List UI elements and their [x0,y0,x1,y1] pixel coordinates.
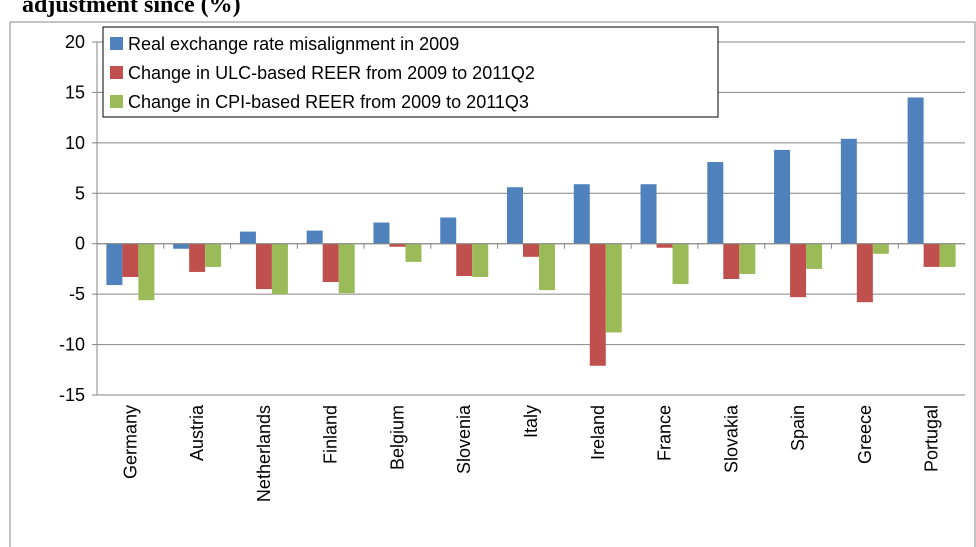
bar [790,243,807,298]
bar [138,243,155,301]
x-tick-label: Spain [788,405,808,451]
y-tick-label: 15 [65,82,85,102]
x-tick-label: Ireland [588,405,608,460]
bar [255,243,272,290]
bar [405,243,422,262]
y-tick-label: 10 [65,133,85,153]
bar [306,230,323,244]
legend-swatch [110,95,123,108]
legend-label: Change in ULC-based REER from 2009 to 20… [128,63,535,83]
bar [723,243,740,280]
bar [373,222,390,244]
x-tick-label: Slovenia [454,404,474,474]
bar [605,243,622,333]
bar [840,138,857,244]
bar [774,149,791,244]
bar [322,243,339,283]
bar [472,243,489,277]
x-tick-label: Portugal [922,405,942,472]
bar [523,243,539,257]
bar [707,162,724,244]
legend-label: Change in CPI-based REER from 2009 to 20… [128,92,529,112]
legend-box [102,26,719,118]
bar [122,243,139,277]
bar [856,243,873,303]
legend-swatch [110,37,123,50]
x-tick-label: Germany [120,405,140,479]
legend-label: Real exchange rate misalignment in 2009 [128,34,459,54]
bar [507,187,523,244]
y-tick-label: 20 [65,32,85,52]
bar [440,217,457,244]
x-tick-label: Austria [187,404,207,461]
bar [656,243,673,248]
bar [389,243,406,247]
bar [106,243,123,286]
bar [872,243,889,254]
x-tick-label: Netherlands [254,405,274,502]
bar [672,243,689,285]
bar [539,243,555,291]
x-tick-label: Belgium [387,405,407,470]
x-tick-label: France [655,405,675,461]
x-tick-label: Finland [321,405,341,464]
legend-swatch [110,66,123,79]
bar [907,97,924,244]
y-tick-label: 5 [75,183,85,203]
bar [271,243,288,295]
bar [573,184,590,244]
bar [239,231,256,244]
x-tick-label: Italy [521,405,541,438]
y-tick-label: -5 [69,284,85,304]
bar [739,243,756,274]
bar [173,243,190,249]
chart-border [9,21,976,547]
bar [939,243,956,267]
bar [640,184,657,244]
bar [338,243,355,294]
bar [806,243,823,269]
y-tick-label: -10 [59,335,85,355]
y-tick-label: -15 [59,385,85,405]
y-tick-label: 0 [75,234,85,254]
bar [923,243,940,267]
x-tick-label: Slovakia [721,404,741,473]
bar [205,243,222,267]
x-tick-label: Greece [855,405,875,464]
bar [589,243,606,366]
bar [189,243,206,272]
bar [456,243,473,276]
chart-title: adjustment since (%) [22,0,241,18]
